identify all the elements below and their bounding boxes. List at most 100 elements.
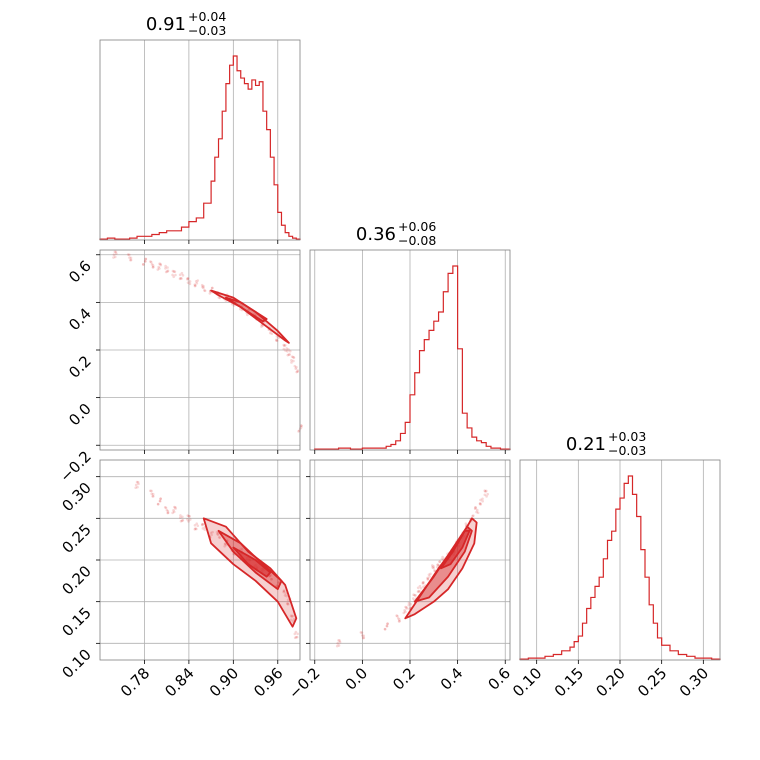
title-value: 0.91 — [146, 14, 186, 35]
scatter-point — [426, 578, 430, 581]
scatter-point — [471, 514, 474, 518]
scatter-point — [426, 577, 430, 581]
scatter-point — [359, 631, 363, 634]
scatter-point — [440, 557, 444, 561]
scatter-point — [422, 585, 425, 589]
title-value: 0.21 — [566, 434, 606, 455]
scatter-point — [126, 253, 130, 256]
scatter-point — [171, 273, 174, 277]
contours-p2-vs-p0 — [202, 517, 298, 628]
scatter-point — [411, 597, 415, 600]
scatter-point — [407, 601, 411, 605]
scatter-point — [196, 524, 200, 528]
scatter-point — [299, 426, 303, 429]
scatter-point — [282, 589, 286, 592]
scatter-point — [211, 530, 214, 534]
scatter-point — [386, 622, 389, 626]
scatter-point — [201, 285, 204, 289]
scatter-point — [201, 523, 204, 527]
scatter-point — [290, 355, 294, 358]
scatter-point — [164, 264, 167, 268]
scatter-point — [287, 353, 291, 356]
scatter-point — [290, 615, 294, 618]
scatter-point — [156, 502, 160, 506]
scatter-point — [472, 514, 475, 517]
scatter-point — [427, 573, 431, 576]
scatter-point — [166, 266, 169, 269]
scatter-point — [386, 622, 389, 625]
scatter-point — [282, 347, 286, 351]
scatter-point — [216, 533, 220, 537]
scatter-point — [172, 275, 176, 279]
scatter-point — [433, 569, 436, 572]
scatter-point — [181, 274, 185, 277]
scatter-point — [164, 506, 168, 510]
scatter-point — [150, 492, 154, 496]
x-tick-label: 0.78 — [117, 664, 153, 700]
scatter-point — [193, 284, 197, 288]
scatter-point — [414, 594, 417, 597]
scatter-point — [338, 640, 342, 644]
scatter-point — [210, 533, 213, 537]
scatter-point — [275, 339, 278, 342]
panel-frame-0-0 — [99, 39, 301, 241]
scatter-point — [129, 258, 133, 262]
scatter-point — [464, 522, 468, 526]
scatter-point — [292, 359, 295, 363]
scatter-point — [178, 516, 182, 519]
scatter-point — [285, 347, 288, 350]
scatter-point — [441, 555, 444, 559]
scatter-point — [293, 632, 297, 636]
scatter-point — [295, 635, 299, 639]
scatter-point — [223, 544, 226, 548]
scatter-point — [286, 602, 289, 606]
scatter-point — [186, 277, 190, 280]
scatter-point — [171, 269, 175, 273]
scatter-point — [275, 338, 278, 341]
scatter-point — [149, 489, 152, 493]
scatter-point — [385, 624, 389, 628]
scatter-point — [150, 489, 153, 493]
scatter-point — [178, 273, 182, 277]
panel-grid-0-0 — [144, 40, 279, 240]
scatter-point — [240, 547, 244, 551]
scatter-point — [200, 522, 204, 526]
scatter-point — [201, 522, 205, 526]
scatter-point — [270, 577, 273, 581]
scatter-point — [157, 265, 160, 269]
contour-level-2 — [232, 546, 272, 578]
scatter-point — [196, 279, 200, 282]
scatter-point — [187, 514, 191, 518]
scatter-point — [193, 523, 197, 527]
contours-p1-vs-p0 — [210, 289, 290, 344]
scatter-point — [166, 270, 169, 273]
scatter-point — [277, 581, 280, 584]
scatter-point — [158, 499, 162, 503]
scatter-point — [422, 581, 425, 584]
scatter-point — [417, 589, 420, 593]
scatter-point — [291, 614, 294, 618]
scatter-point — [270, 332, 274, 336]
scatter-point — [129, 256, 133, 260]
hist-param-1 — [314, 265, 511, 450]
scatter-point — [128, 256, 131, 259]
scatter-point — [483, 489, 487, 493]
scatter-point — [181, 515, 184, 519]
scatter-point — [429, 572, 432, 576]
title-plus-error: +0.04 — [188, 9, 226, 24]
y-tick-label: 0.20 — [58, 562, 94, 598]
title-param-0: 0.91 +0.04−0.03 — [146, 9, 226, 38]
scatter-point — [268, 331, 272, 335]
scatter-point — [484, 489, 488, 493]
scatter-point — [203, 528, 207, 531]
scatter-point — [186, 518, 189, 521]
scatter-point — [385, 624, 389, 628]
scatter-point — [172, 270, 176, 273]
scatter-point — [282, 589, 286, 593]
scatter-point — [218, 536, 222, 539]
scatter-point — [203, 289, 206, 292]
scatter-point — [163, 505, 167, 509]
scatter-point — [416, 590, 420, 594]
scatter-point — [286, 598, 290, 602]
scatter-point — [431, 566, 434, 569]
